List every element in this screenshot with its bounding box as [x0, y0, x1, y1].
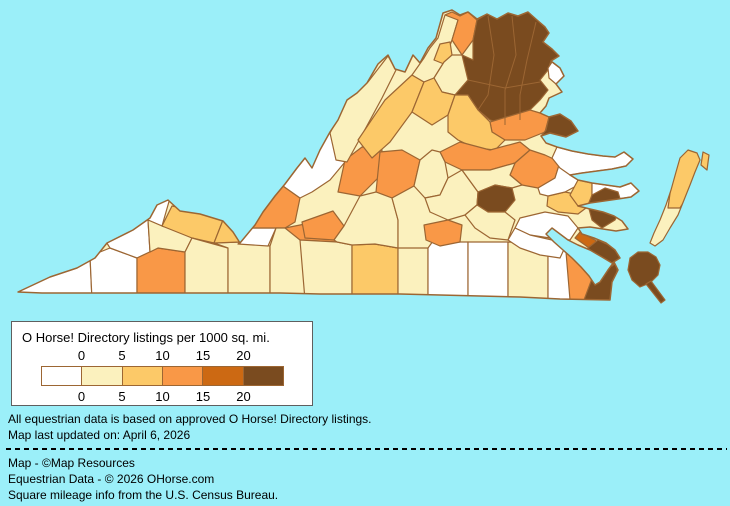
legend-tick-label: 0: [77, 389, 86, 404]
credit-census-bureau: Square mileage info from the U.S. Census…: [8, 488, 279, 502]
county-border-line: [504, 15, 517, 125]
credit-equestrian-data: Equestrian Data - © 2026 OHorse.com: [8, 472, 215, 486]
legend-tick-label: 0: [77, 348, 86, 363]
county-cell: [351, 243, 399, 300]
county-cell: [447, 94, 506, 151]
legend-segment: [161, 367, 203, 385]
legend-tick-label: 10: [155, 348, 170, 363]
legend-segment: [42, 367, 82, 385]
county-cell: [427, 241, 469, 300]
note-last-updated: Map last updated on: April 6, 2026: [8, 428, 191, 442]
county-border-line: [477, 15, 495, 111]
eastern-shore-counties: [650, 150, 700, 246]
legend-color-bar: [41, 366, 284, 386]
county-cell: [507, 227, 567, 259]
county-cell: [667, 150, 700, 209]
legend-tick-label: 20: [236, 348, 251, 363]
legend-segment: [81, 367, 122, 385]
legend-segment: [242, 367, 283, 385]
county-cell: [423, 219, 463, 247]
legend-segment: [202, 367, 243, 385]
credit-map-resources: Map - ©Map Resources: [8, 456, 135, 470]
coastal-cell: [645, 280, 666, 304]
county-border-line: [519, 21, 537, 120]
legend-tick-label: 10: [155, 389, 170, 404]
state-outline: [17, 9, 640, 301]
note-data-approval: All equestrian data is based on approved…: [8, 412, 372, 426]
legend-tick-label: 15: [195, 348, 211, 363]
county-cell: [467, 241, 509, 300]
coastal-cell: [627, 251, 661, 288]
legend-tick-label: 20: [236, 389, 251, 404]
county-cell: [411, 77, 456, 126]
legend-tick-label: 15: [195, 389, 211, 404]
island-cell: [700, 151, 710, 171]
county-border-line: [467, 79, 541, 89]
legend-tick-label: 5: [118, 389, 126, 404]
eastern-shore-outline: [649, 149, 701, 247]
county-cell: [299, 239, 353, 300]
legend-segment: [121, 367, 162, 385]
county-cell: [136, 247, 186, 300]
county-cell: [551, 146, 634, 176]
legend-title: O Horse! Directory listings per 1000 sq.…: [22, 330, 270, 345]
county-cell: [184, 237, 229, 300]
dashed-separator: [6, 448, 727, 450]
legend-box: O Horse! Directory listings per 1000 sq.…: [11, 321, 313, 406]
legend-tick-label: 5: [118, 348, 126, 363]
